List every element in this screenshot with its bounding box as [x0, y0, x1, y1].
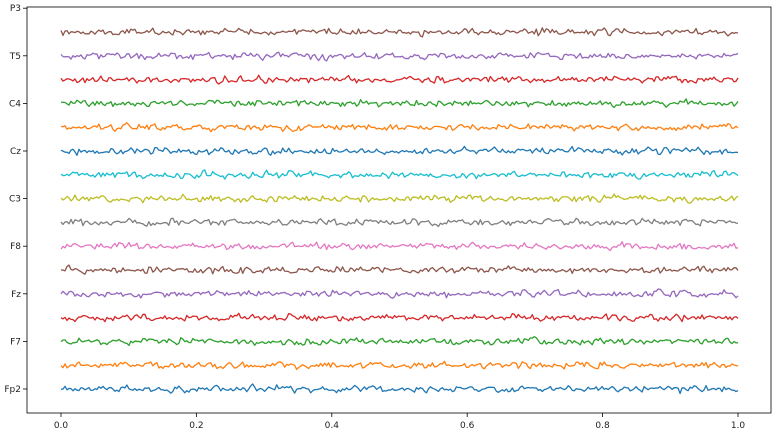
- x-tick-label-4: 0.8: [595, 421, 610, 431]
- y-axis: Fp2 F7 Fz F8 C3 Cz C4 T5 P3: [4, 4, 27, 395]
- y-tick-label-2: Fz: [11, 290, 21, 300]
- series-line-15: [60, 27, 739, 38]
- plot-area: [26, 6, 772, 414]
- y-tick-label-7: T5: [9, 52, 21, 62]
- y-tick-label-8: P3: [10, 4, 21, 14]
- series-line-14: [60, 51, 739, 62]
- series-line-11: [60, 122, 739, 133]
- y-tick-label-5: Cz: [10, 147, 21, 157]
- series-line-12: [60, 98, 739, 109]
- y-tick-label-3: F8: [10, 242, 21, 252]
- series-line-10: [60, 145, 739, 156]
- series-line-6: [60, 241, 739, 252]
- series-layer: [60, 27, 739, 395]
- series-line-7: [60, 217, 739, 228]
- y-tick-label-1: F7: [10, 337, 21, 347]
- x-tick-label-1: 0.2: [189, 421, 203, 431]
- series-line-0: [60, 383, 739, 395]
- series-line-8: [60, 193, 739, 204]
- series-line-9: [60, 169, 739, 180]
- x-tick-label-0: 0.0: [54, 421, 69, 431]
- y-tick-label-6: C4: [9, 99, 21, 109]
- series-line-3: [60, 312, 739, 323]
- x-tick-label-3: 0.6: [460, 421, 475, 431]
- x-tick-label-2: 0.4: [325, 421, 340, 431]
- x-axis: 0.0 0.2 0.4 0.6 0.8 1.0: [54, 413, 746, 431]
- y-tick-label-0: Fp2: [4, 385, 21, 395]
- series-line-2: [60, 336, 739, 347]
- series-line-4: [60, 288, 739, 299]
- series-line-1: [60, 360, 739, 371]
- y-tick-label-4: C3: [9, 195, 21, 205]
- series-line-5: [60, 264, 739, 275]
- x-tick-label-5: 1.0: [731, 421, 746, 431]
- series-line-13: [60, 74, 739, 85]
